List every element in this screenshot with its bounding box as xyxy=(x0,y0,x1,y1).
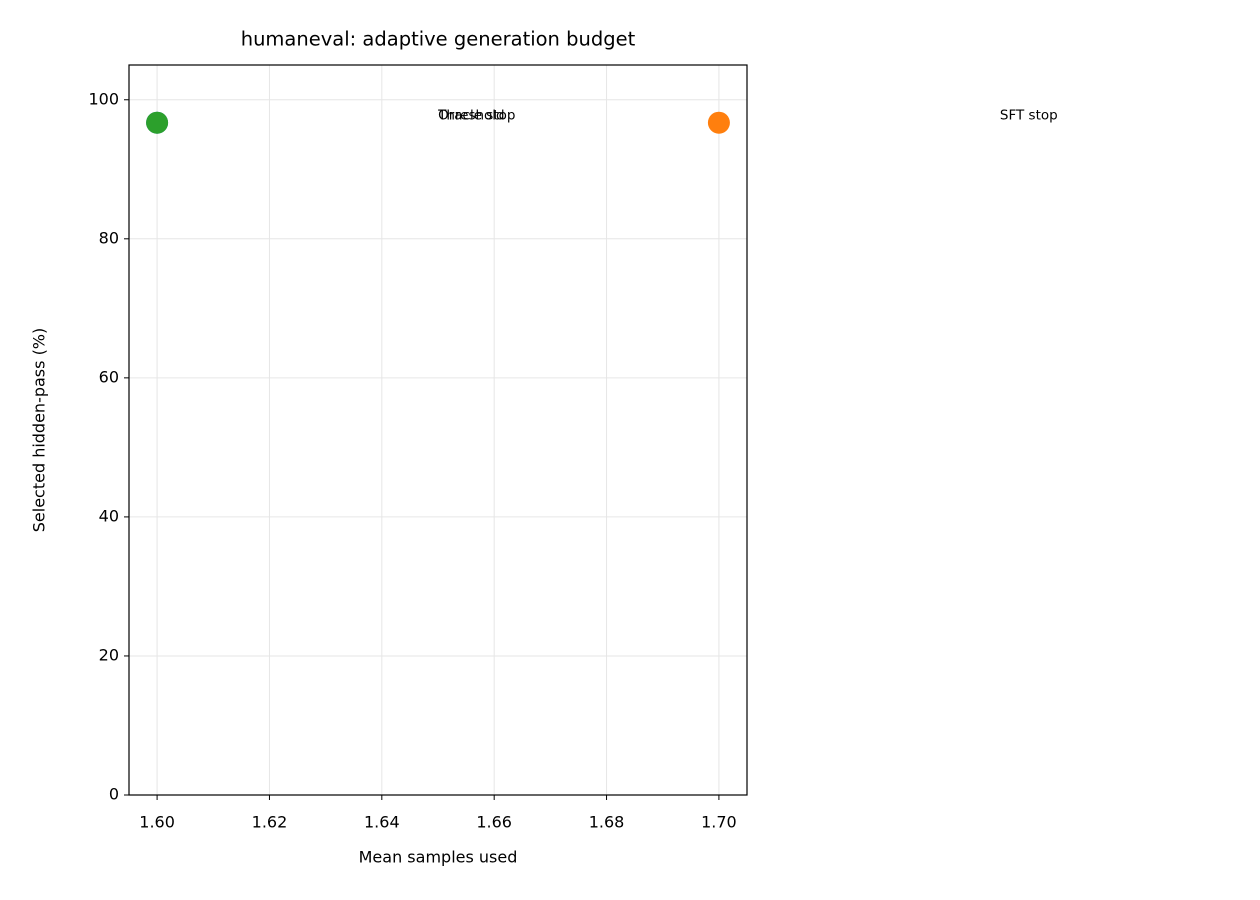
grid xyxy=(129,65,747,796)
x-tick-label: 1.66 xyxy=(476,813,512,832)
y-axis-label: Selected hidden-pass (%) xyxy=(30,328,49,533)
x-axis-label: Mean samples used xyxy=(359,848,518,867)
y-tick-label: 60 xyxy=(99,367,119,386)
point-label: Oracle stop xyxy=(438,108,515,124)
plot-frame xyxy=(128,64,748,796)
x-tick-label: 1.68 xyxy=(589,813,625,832)
x-tick-label: 1.64 xyxy=(364,813,400,832)
point-label: SFT stop xyxy=(1000,108,1058,124)
y-tick-label: 20 xyxy=(99,645,119,664)
y-tick-label: 100 xyxy=(88,89,119,108)
point xyxy=(146,111,169,134)
marks xyxy=(146,111,730,134)
x-tick-label: 1.62 xyxy=(252,813,288,832)
point-label: Threshold xyxy=(437,108,505,124)
y-tick-label: 80 xyxy=(99,228,119,247)
chart-title: humaneval: adaptive generation budget xyxy=(241,28,636,51)
x-tick-label: 1.60 xyxy=(139,813,175,832)
y-tick-label: 40 xyxy=(99,506,119,525)
point xyxy=(707,111,730,134)
y-tick-label: 0 xyxy=(109,785,119,804)
x-tick-label: 1.70 xyxy=(701,813,737,832)
